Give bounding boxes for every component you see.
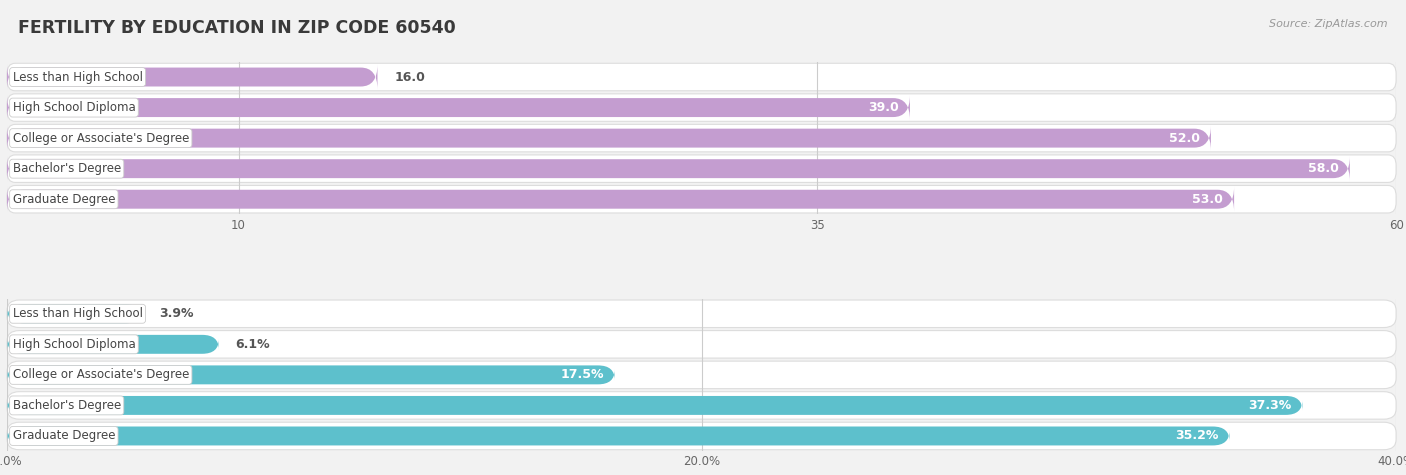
FancyBboxPatch shape bbox=[7, 361, 1396, 389]
FancyBboxPatch shape bbox=[7, 187, 1234, 212]
FancyBboxPatch shape bbox=[7, 331, 1396, 358]
Text: High School Diploma: High School Diploma bbox=[13, 338, 135, 351]
Text: 17.5%: 17.5% bbox=[560, 369, 603, 381]
Text: 3.9%: 3.9% bbox=[159, 307, 194, 320]
FancyBboxPatch shape bbox=[7, 94, 1396, 121]
FancyBboxPatch shape bbox=[7, 125, 1211, 151]
FancyBboxPatch shape bbox=[7, 300, 1396, 328]
FancyBboxPatch shape bbox=[7, 422, 1396, 450]
FancyBboxPatch shape bbox=[7, 392, 1396, 419]
Text: Graduate Degree: Graduate Degree bbox=[13, 193, 115, 206]
Text: Source: ZipAtlas.com: Source: ZipAtlas.com bbox=[1270, 19, 1388, 29]
FancyBboxPatch shape bbox=[7, 124, 1396, 152]
FancyBboxPatch shape bbox=[7, 63, 1396, 91]
Text: College or Associate's Degree: College or Associate's Degree bbox=[13, 369, 188, 381]
Text: Bachelor's Degree: Bachelor's Degree bbox=[13, 162, 121, 175]
FancyBboxPatch shape bbox=[7, 304, 142, 323]
FancyBboxPatch shape bbox=[7, 427, 1229, 446]
FancyBboxPatch shape bbox=[7, 365, 614, 384]
Text: 35.2%: 35.2% bbox=[1175, 429, 1219, 443]
Text: Less than High School: Less than High School bbox=[13, 70, 142, 84]
Text: 53.0: 53.0 bbox=[1192, 193, 1223, 206]
FancyBboxPatch shape bbox=[7, 65, 377, 90]
Text: 16.0: 16.0 bbox=[394, 70, 425, 84]
FancyBboxPatch shape bbox=[7, 156, 1350, 181]
FancyBboxPatch shape bbox=[7, 396, 1302, 415]
Text: Bachelor's Degree: Bachelor's Degree bbox=[13, 399, 121, 412]
Text: High School Diploma: High School Diploma bbox=[13, 101, 135, 114]
FancyBboxPatch shape bbox=[7, 155, 1396, 182]
FancyBboxPatch shape bbox=[7, 95, 910, 120]
Text: Graduate Degree: Graduate Degree bbox=[13, 429, 115, 443]
FancyBboxPatch shape bbox=[7, 185, 1396, 213]
FancyBboxPatch shape bbox=[7, 335, 219, 354]
Text: 6.1%: 6.1% bbox=[236, 338, 270, 351]
Text: 37.3%: 37.3% bbox=[1249, 399, 1291, 412]
Text: FERTILITY BY EDUCATION IN ZIP CODE 60540: FERTILITY BY EDUCATION IN ZIP CODE 60540 bbox=[18, 19, 456, 37]
Text: 52.0: 52.0 bbox=[1168, 132, 1199, 144]
Text: Less than High School: Less than High School bbox=[13, 307, 142, 320]
Text: College or Associate's Degree: College or Associate's Degree bbox=[13, 132, 188, 144]
Text: 39.0: 39.0 bbox=[868, 101, 898, 114]
Text: 58.0: 58.0 bbox=[1308, 162, 1339, 175]
